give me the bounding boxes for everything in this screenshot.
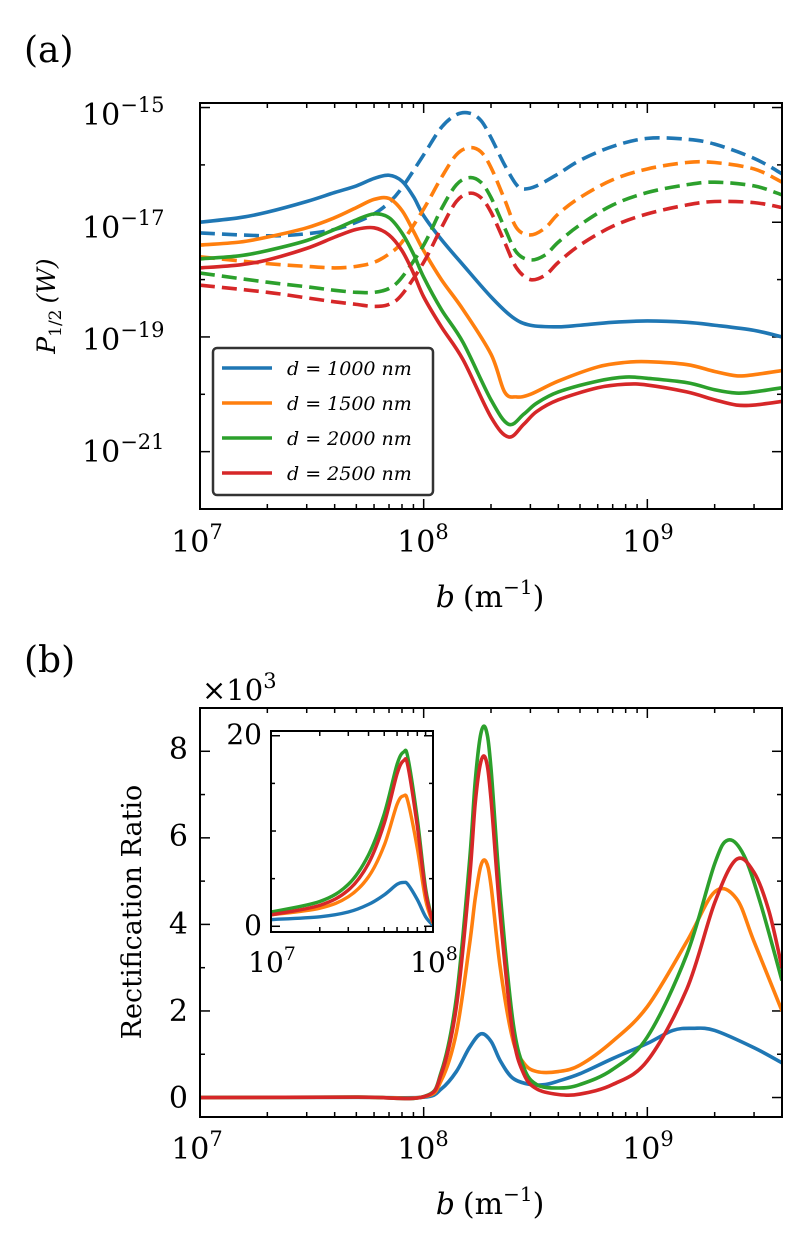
inset-series-1500 <box>271 793 433 924</box>
ytick-label-1e-15: 10−15 <box>82 93 165 133</box>
inset-ytick-label-0: 0 <box>244 909 262 942</box>
panel-b-multiplier: ×103 <box>202 669 277 707</box>
inset-ytick-labels: 0 20 <box>226 718 262 942</box>
ytick-label-8: 8 <box>169 732 188 767</box>
inset-series <box>271 748 433 927</box>
ytick-label-2: 2 <box>169 994 188 1029</box>
series-dashed-1000 <box>200 110 782 238</box>
xtick-label-1e8: 108 <box>397 1127 449 1167</box>
panel-a-label: (a) <box>24 30 74 71</box>
panel-b-inset: 0 20 107 108 <box>226 718 458 979</box>
legend-label-2000: d = 2000 nm <box>287 428 412 450</box>
panel-a: (a) 10−15 10−17 10−19 10−21 107 108 109 … <box>24 30 783 615</box>
legend-label-1000: d = 1000 nm <box>287 358 412 380</box>
xtick-label-1e9: 109 <box>622 520 674 560</box>
legend-label-1500: d = 1500 nm <box>287 393 412 415</box>
panel-a-xlabel: b (m−1) <box>436 575 545 615</box>
series-solid-2000 <box>200 211 782 427</box>
series-dashed-1500 <box>200 145 782 270</box>
series-dashed-2000 <box>200 175 782 295</box>
panel-b-axes-frame <box>199 707 783 1118</box>
inset-series-2500 <box>271 757 433 923</box>
panel-b-xlabel: b (m−1) <box>436 1182 545 1222</box>
xtick-label-1e7: 107 <box>171 1127 223 1167</box>
series-2500 <box>200 754 782 1101</box>
ytick-label-1e-17: 10−17 <box>82 206 165 246</box>
panel-b-ytick-labels: 0 2 4 6 8 <box>169 732 188 1116</box>
series-1000 <box>200 1026 782 1100</box>
series-solid-1000 <box>200 173 782 339</box>
xtick-label-1e7: 107 <box>171 520 223 560</box>
inset-ytick-label-20: 20 <box>226 718 262 751</box>
ytick-label-4: 4 <box>169 907 188 942</box>
inset-series-1000 <box>271 880 433 927</box>
panel-a-series <box>200 110 782 439</box>
panel-b-label: (b) <box>24 640 75 681</box>
legend-label-2500: d = 2500 nm <box>287 463 412 485</box>
ytick-label-6: 6 <box>169 819 188 854</box>
series-dashed-2500 <box>200 191 782 309</box>
ytick-label-1e-19: 10−19 <box>82 318 165 358</box>
ytick-label-0: 0 <box>169 1081 188 1116</box>
panel-b-series <box>200 724 782 1101</box>
xtick-label-1e9: 109 <box>622 1127 674 1167</box>
series-solid-2500 <box>200 225 782 439</box>
panel-b-xtick-labels: 107 108 109 <box>171 1127 674 1167</box>
inset-xtick-label-1e8: 108 <box>410 943 458 979</box>
inset-xtick-label-1e7: 107 <box>248 943 296 979</box>
ytick-label-1e-21: 10−21 <box>82 430 165 470</box>
panel-a-xtick-labels: 107 108 109 <box>171 520 674 560</box>
panel-a-axes-frame <box>199 102 783 510</box>
panel-a-ytick-labels: 10−15 10−17 10−19 10−21 <box>82 93 165 470</box>
panel-b-ylabel: Rectification Ratio <box>117 785 148 1040</box>
series-solid-1500 <box>200 195 782 399</box>
inset-axes-frame <box>270 730 434 933</box>
series-1500 <box>200 858 782 1100</box>
panel-a-ylabel: P1/2(W) <box>32 258 66 354</box>
xtick-label-1e8: 108 <box>397 520 449 560</box>
panel-a-legend: d = 1000 nm d = 1500 nm d = 2000 nm d = … <box>211 346 435 497</box>
inset-xtick-labels: 107 108 <box>248 943 458 979</box>
panel-b: (b) ×103 0 2 4 6 8 107 108 109 b (m−1) Re… <box>24 640 783 1222</box>
legend-frame <box>211 346 435 497</box>
